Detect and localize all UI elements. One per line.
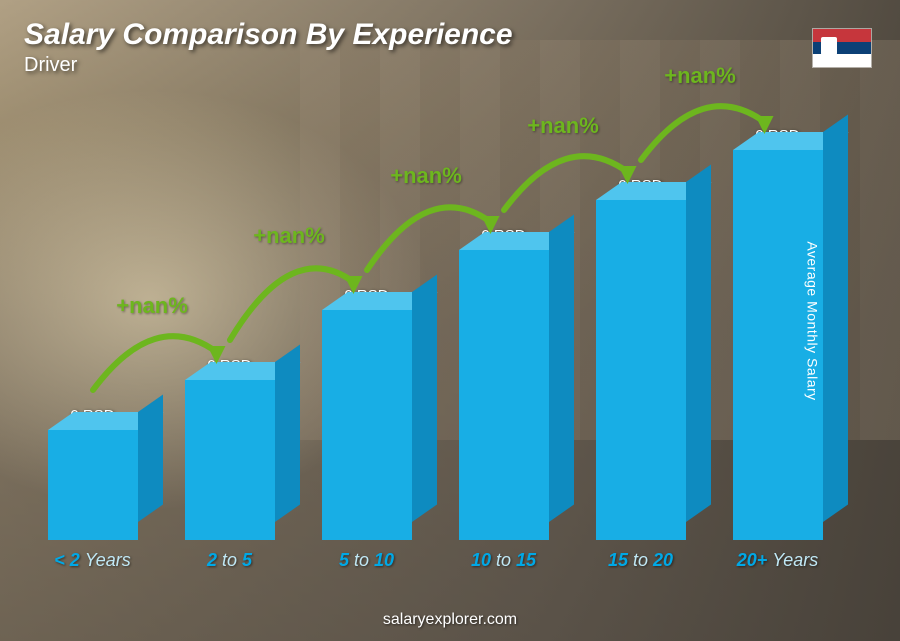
flag-crest-icon [821,37,837,59]
bar-front-face [48,430,138,540]
bar-3d [459,250,549,540]
bar-group-1: 0 RSD2 to 5 [167,357,292,571]
bar-group-2: 0 RSD5 to 10 [304,287,429,571]
bar-side-face [412,274,437,522]
y-axis-label: Average Monthly Salary [804,241,820,400]
bar-side-face [823,114,848,522]
bar-group-4: 0 RSD15 to 20 [578,177,703,571]
bar-3d [48,430,138,540]
bar-group-3: 0 RSD10 to 15 [441,227,566,571]
bar-front-face [596,200,686,540]
bar-category-label: 15 to 20 [608,550,673,571]
bar-side-face [686,164,711,522]
bar-front-face [459,250,549,540]
bar-front-face [322,310,412,540]
growth-delta-label: +nan% [664,63,736,89]
bar-front-face [185,380,275,540]
chart-title: Salary Comparison By Experience [24,18,513,52]
bar-group-5: 0 RSD20+ Years [715,127,840,571]
bar-category-label: 5 to 10 [339,550,394,571]
bar-category-label: 2 to 5 [207,550,252,571]
growth-delta-label: +nan% [527,113,599,139]
bar-category-label: < 2 Years [54,550,131,571]
footer-attribution: salaryexplorer.com [0,611,900,629]
bar-group-0: 0 RSD< 2 Years [30,407,155,571]
growth-delta-label: +nan% [116,293,188,319]
bar-category-label: 20+ Years [737,550,819,571]
bar-chart: 0 RSD< 2 Years0 RSD2 to 50 RSD5 to 100 R… [30,101,840,571]
bar-3d [185,380,275,540]
bar-side-face [275,344,300,522]
bar-side-face [138,394,163,522]
bar-side-face [549,214,574,522]
bar-3d [322,310,412,540]
country-flag-icon [812,28,872,68]
bar-category-label: 10 to 15 [471,550,536,571]
growth-delta-label: +nan% [390,163,462,189]
bar-3d [596,200,686,540]
chart-subtitle: Driver [24,54,513,77]
growth-delta-label: +nan% [253,223,325,249]
chart-header: Salary Comparison By Experience Driver [24,18,513,77]
